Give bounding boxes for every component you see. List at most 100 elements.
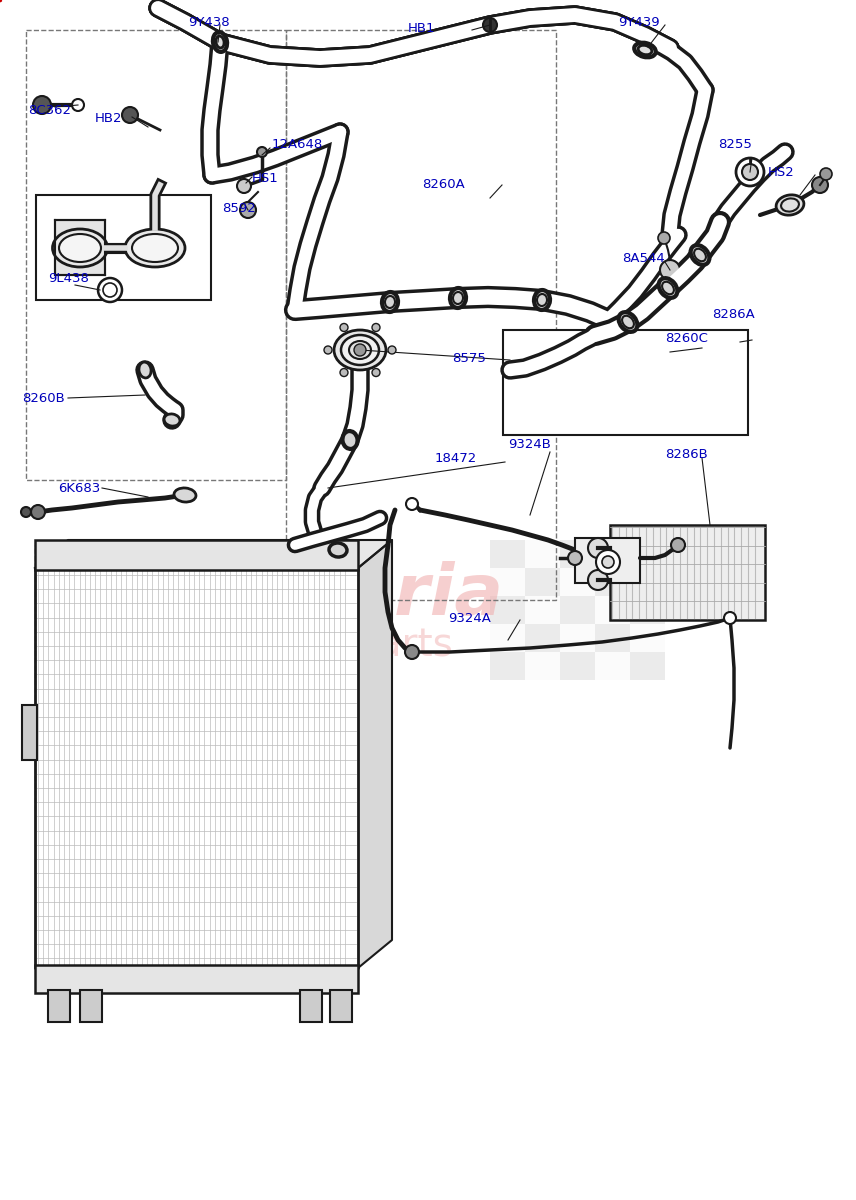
Text: 9L438: 9L438 [48,271,89,284]
Bar [26,30,286,480]
Text: scuderia: scuderia [157,560,503,630]
Text: 9324B: 9324B [508,438,551,451]
Text: 12A648: 12A648 [272,138,324,151]
Circle shape [483,18,497,32]
Circle shape [812,176,828,193]
Ellipse shape [619,312,638,332]
Text: HB2: HB2 [95,112,122,125]
Bar [490,540,525,568]
Polygon shape [35,568,358,968]
Circle shape [21,506,31,517]
Circle shape [340,368,348,377]
Circle shape [340,324,348,331]
Circle shape [372,324,380,331]
Bar [35,965,358,994]
Circle shape [658,232,670,244]
Bar [560,652,595,680]
Text: 9Y439: 9Y439 [618,16,660,29]
Text: 8255: 8255 [718,138,752,151]
Ellipse shape [349,341,371,359]
Circle shape [736,158,764,186]
Bar [525,624,560,652]
Bar [630,568,665,596]
Ellipse shape [534,290,550,310]
Bar [525,568,560,596]
Circle shape [820,168,832,180]
Bar [560,624,595,652]
Bar [48,990,70,1022]
Text: 8575: 8575 [452,352,486,365]
Circle shape [671,538,685,552]
Circle shape [405,646,419,659]
Circle shape [588,570,608,590]
Ellipse shape [174,488,196,502]
Circle shape [33,96,51,114]
Bar [503,330,748,434]
Text: 8286B: 8286B [665,449,708,462]
Bar [490,652,525,680]
Text: 8A544: 8A544 [622,252,665,264]
Bar [595,540,630,568]
Text: car  parts: car parts [267,626,453,664]
Text: 8260A: 8260A [422,179,465,192]
Bar [630,652,665,680]
Text: 8592: 8592 [222,202,256,215]
Text: 18472: 18472 [435,451,478,464]
Circle shape [596,550,620,574]
Circle shape [103,283,117,296]
Circle shape [568,551,582,565]
Circle shape [354,344,366,356]
Text: HS1: HS1 [252,172,279,185]
Bar [630,624,665,652]
Circle shape [660,260,680,280]
Bar [330,990,352,1022]
Bar [595,568,630,596]
Text: 9Y438: 9Y438 [188,16,229,29]
Ellipse shape [342,431,358,449]
Bar [525,652,560,680]
Circle shape [372,368,380,377]
Bar [595,652,630,680]
Bar [575,538,640,583]
Ellipse shape [139,362,151,378]
Bar [560,568,595,596]
Ellipse shape [450,288,466,308]
Bar [610,526,765,620]
Ellipse shape [164,414,180,426]
Polygon shape [358,540,392,968]
Bar [560,596,595,624]
Bar [525,596,560,624]
Bar [35,540,358,570]
Ellipse shape [776,194,804,215]
Bar [36,194,211,300]
Circle shape [31,505,45,518]
Bar [300,990,322,1022]
Circle shape [724,612,736,624]
Bar [560,540,595,568]
Bar [630,596,665,624]
Text: 8260C: 8260C [665,331,708,344]
Bar [490,624,525,652]
Text: 8C362: 8C362 [28,103,71,116]
Text: HS2: HS2 [768,166,794,179]
Circle shape [98,278,122,302]
Ellipse shape [59,234,101,262]
Bar [630,540,665,568]
Bar [22,704,37,760]
Bar [490,596,525,624]
Ellipse shape [52,229,108,266]
Ellipse shape [341,335,379,365]
Circle shape [388,346,396,354]
Text: 8260B: 8260B [22,391,65,404]
Bar [80,990,102,1022]
Circle shape [588,538,608,558]
Ellipse shape [691,245,710,265]
Bar [595,624,630,652]
Ellipse shape [329,542,347,557]
Text: 8286A: 8286A [712,308,755,322]
Circle shape [602,556,614,568]
Bar [490,568,525,596]
Text: HB1: HB1 [408,22,436,35]
Ellipse shape [634,43,656,58]
Circle shape [742,164,758,180]
